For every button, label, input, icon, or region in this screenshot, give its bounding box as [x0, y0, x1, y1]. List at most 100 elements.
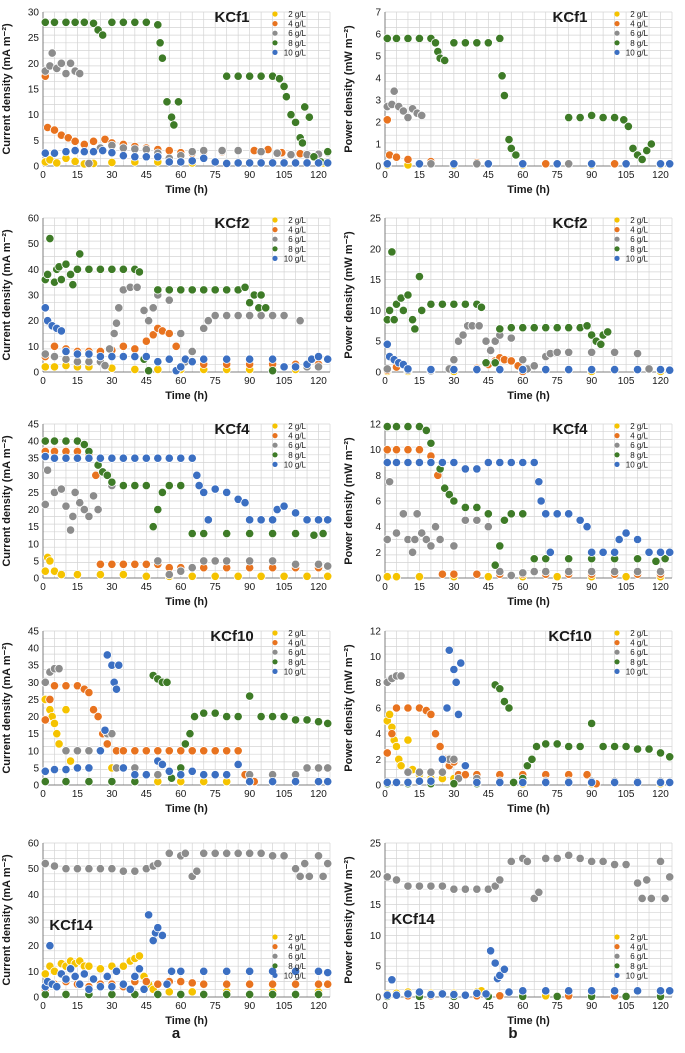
- x-tick-label: 75: [552, 376, 564, 387]
- data-point: [437, 754, 448, 764]
- x-tick-label: 120: [652, 1001, 669, 1012]
- data-point: [621, 572, 631, 582]
- data-point: [79, 147, 89, 157]
- data-point: [309, 530, 319, 540]
- data-point: [153, 364, 163, 375]
- data-point: [164, 285, 174, 295]
- x-tick-label: 45: [483, 789, 495, 800]
- chart-title: KCf14: [391, 911, 435, 928]
- data-point: [40, 148, 50, 158]
- legend-marker: [614, 11, 620, 17]
- data-point: [222, 158, 232, 169]
- data-point: [407, 547, 418, 557]
- data-point: [153, 746, 163, 756]
- data-point: [490, 958, 500, 968]
- data-point: [403, 735, 413, 745]
- data-point: [449, 664, 459, 675]
- chart-pd_kcf4: 0 15 30 45 60 75 90 105 120 0 2 4 6 8 10 12 Time (h) Powe…: [343, 420, 675, 608]
- legend-marker: [272, 953, 278, 959]
- legend-label: 8 g/L: [288, 39, 306, 48]
- data-point: [210, 556, 220, 566]
- legend-marker: [272, 944, 278, 950]
- data-point: [456, 658, 466, 668]
- data-point: [187, 746, 197, 756]
- data-point: [162, 979, 172, 989]
- x-tick-label: 0: [40, 1001, 46, 1012]
- chart-title: KCf1: [214, 9, 249, 26]
- data-point: [49, 453, 60, 463]
- y-tick-label: 10: [28, 539, 40, 550]
- data-point: [267, 515, 278, 525]
- x-tick-label: 45: [141, 376, 153, 387]
- data-point: [70, 971, 80, 982]
- data-point: [426, 299, 436, 309]
- legend-label: 10 g/L: [284, 48, 307, 57]
- data-point: [382, 572, 392, 582]
- data-point: [40, 776, 50, 787]
- data-point: [222, 354, 232, 364]
- data-point: [642, 146, 652, 156]
- data-point: [240, 282, 250, 292]
- data-point: [619, 115, 629, 125]
- data-point: [84, 357, 94, 367]
- data-point: [426, 881, 436, 891]
- legend: 2 g/L4 g/L6 g/L8 g/L10 g/L: [272, 216, 307, 263]
- legend-marker: [614, 963, 620, 969]
- data-point: [437, 989, 448, 999]
- data-point: [75, 979, 85, 989]
- data-point: [114, 303, 124, 313]
- chart-pd_kcf10: 0 15 30 45 60 75 90 105 120 0 2 4 6 8 10 12 Time (h) Powe…: [343, 627, 675, 815]
- chart-title: KCf14: [49, 917, 93, 934]
- data-point: [164, 987, 174, 997]
- x-tick-label: 15: [72, 789, 84, 800]
- data-point: [256, 158, 266, 168]
- data-point: [72, 763, 83, 773]
- data-point: [141, 977, 151, 987]
- data-point: [45, 941, 55, 951]
- data-point: [384, 477, 395, 487]
- data-point: [430, 729, 441, 739]
- legend-label: 10 g/L: [284, 667, 307, 676]
- data-point: [541, 986, 551, 996]
- data-point: [144, 366, 154, 376]
- data-point: [203, 316, 213, 326]
- data-point: [210, 157, 220, 167]
- data-point: [65, 58, 76, 68]
- data-point: [290, 715, 301, 725]
- legend-label: 4 g/L: [630, 20, 648, 29]
- data-point: [472, 364, 482, 375]
- x-tick-label: 30: [448, 582, 460, 593]
- legend-marker: [614, 944, 620, 950]
- panel-label-a: a: [172, 1025, 181, 1042]
- data-point: [313, 158, 324, 168]
- data-point: [148, 303, 158, 313]
- data-point: [245, 71, 255, 81]
- data-point: [391, 33, 402, 44]
- legend-label: 8 g/L: [630, 962, 648, 971]
- data-point: [655, 748, 666, 758]
- y-tick-label: 6: [375, 30, 381, 41]
- data-point: [382, 115, 392, 125]
- y-tick-label: 0: [375, 993, 381, 1004]
- data-point: [233, 848, 243, 858]
- data-point: [187, 987, 197, 997]
- data-point: [632, 566, 643, 577]
- data-point: [421, 425, 431, 436]
- x-axis-title: Time (h): [507, 184, 550, 196]
- data-point: [56, 484, 66, 494]
- series-8gLgL: [40, 436, 328, 540]
- data-point: [130, 17, 140, 27]
- data-point: [222, 528, 232, 539]
- data-point: [417, 305, 427, 316]
- x-tick-label: 90: [586, 376, 598, 387]
- legend-label: 6 g/L: [630, 648, 648, 657]
- data-point: [529, 457, 539, 468]
- data-point: [552, 572, 562, 582]
- data-point: [603, 327, 613, 337]
- data-point: [49, 362, 60, 372]
- legend-marker: [272, 49, 278, 56]
- data-point: [313, 763, 324, 773]
- series-10gLgL: [40, 650, 333, 787]
- legend-label: 10 g/L: [284, 971, 307, 980]
- legend-label: 4 g/L: [288, 226, 306, 235]
